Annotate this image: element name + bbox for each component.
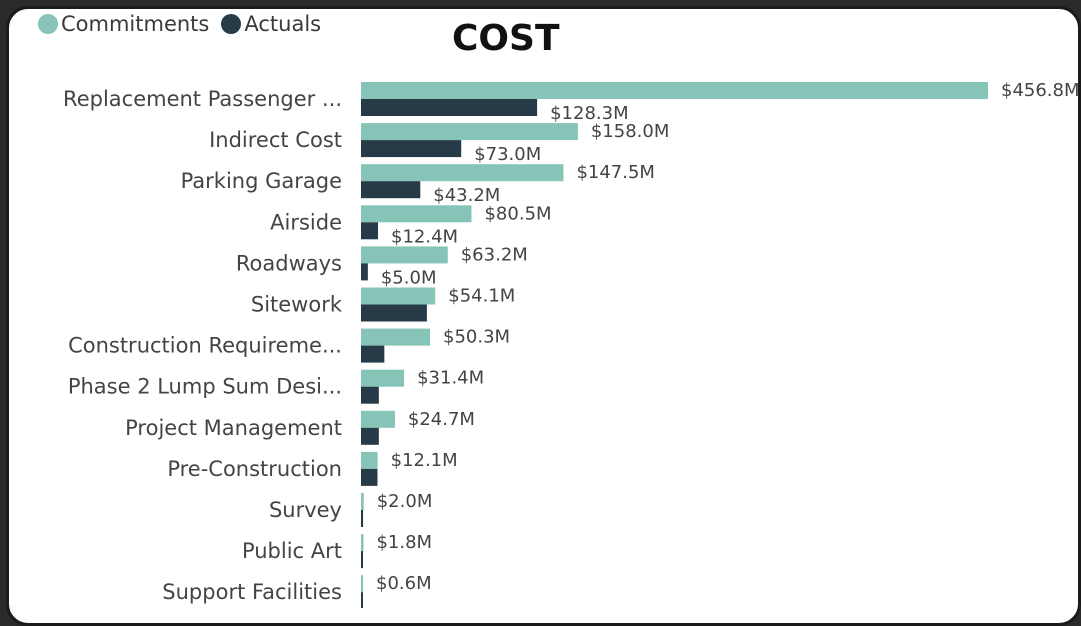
- commitments-bar[interactable]: [361, 411, 395, 428]
- category-label: Pre-Construction: [167, 457, 342, 481]
- category-label: Construction Requireme...: [68, 334, 342, 358]
- commitments-bar[interactable]: [361, 246, 448, 263]
- commitments-data-label: $12.1M: [391, 450, 458, 471]
- commitments-data-label: $80.5M: [484, 203, 551, 224]
- commitments-data-label: $31.4M: [417, 368, 484, 389]
- category-label: Survey: [269, 498, 342, 522]
- actuals-bar[interactable]: [361, 263, 368, 280]
- commitments-bar[interactable]: [361, 82, 988, 99]
- actuals-bar[interactable]: [361, 551, 363, 568]
- actuals-data-label: $12.4M: [391, 226, 458, 247]
- commitments-bar[interactable]: [361, 452, 378, 469]
- category-label: Parking Garage: [181, 169, 342, 193]
- commitments-data-label: $0.6M: [376, 573, 432, 594]
- actuals-bar[interactable]: [361, 387, 379, 404]
- actuals-data-label: $73.0M: [474, 144, 541, 165]
- actuals-bar[interactable]: [361, 346, 384, 363]
- commitments-data-label: $2.0M: [377, 491, 433, 512]
- commitments-bar[interactable]: [361, 288, 435, 305]
- category-label: Indirect Cost: [209, 128, 342, 152]
- category-label: Support Facilities: [162, 580, 342, 604]
- category-label: Phase 2 Lump Sum Desi...: [68, 375, 342, 399]
- commitments-bar[interactable]: [361, 534, 363, 551]
- commitments-bar[interactable]: [361, 329, 430, 346]
- commitments-data-label: $50.3M: [443, 327, 510, 348]
- actuals-bar[interactable]: [361, 305, 427, 322]
- commitments-data-label: $1.8M: [376, 532, 432, 553]
- actuals-bar[interactable]: [361, 428, 379, 445]
- category-label: Project Management: [125, 416, 342, 440]
- category-label: Airside: [270, 210, 342, 234]
- commitments-bar[interactable]: [361, 205, 471, 222]
- commitments-bar[interactable]: [361, 493, 364, 510]
- category-label: Public Art: [242, 539, 342, 563]
- actuals-bar[interactable]: [361, 222, 378, 239]
- commitments-data-label: $24.7M: [408, 409, 475, 430]
- actuals-data-label: $5.0M: [381, 267, 437, 288]
- actuals-bar[interactable]: [361, 140, 461, 157]
- commitments-bar[interactable]: [361, 370, 404, 387]
- commitments-bar[interactable]: [361, 164, 563, 181]
- actuals-bar[interactable]: [361, 99, 537, 116]
- category-label: Sitework: [251, 293, 343, 317]
- commitments-data-label: $158.0M: [591, 121, 670, 142]
- category-label: Roadways: [236, 251, 342, 275]
- commitments-data-label: $147.5M: [576, 162, 655, 183]
- category-label: Replacement Passenger ...: [63, 87, 342, 111]
- commitments-bar[interactable]: [361, 123, 578, 140]
- commitments-bar[interactable]: [361, 575, 363, 592]
- commitments-data-label: $456.8M: [1001, 80, 1080, 101]
- bar-chart-plot: Replacement Passenger ... $456.8M$128.3MI…: [0, 0, 1081, 608]
- actuals-bar[interactable]: [361, 510, 363, 527]
- actuals-bar[interactable]: [361, 469, 377, 486]
- actuals-bar[interactable]: [361, 592, 363, 608]
- commitments-data-label: $54.1M: [448, 286, 515, 307]
- commitments-data-label: $63.2M: [461, 244, 528, 265]
- actuals-bar[interactable]: [361, 181, 420, 198]
